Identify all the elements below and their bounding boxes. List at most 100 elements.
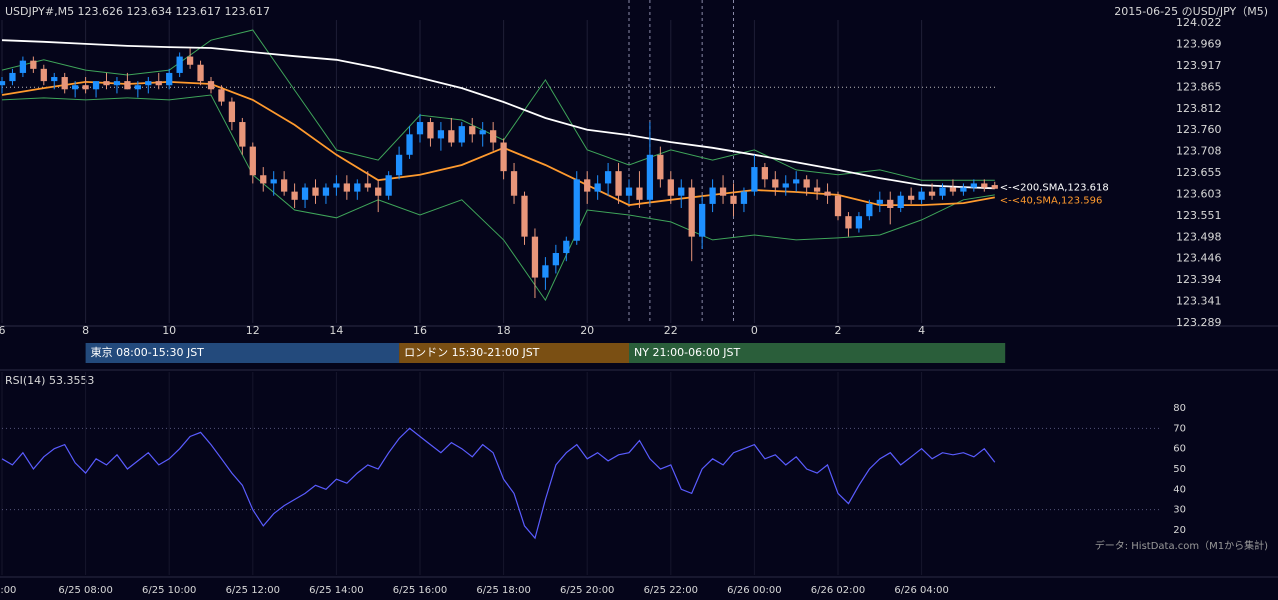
candle-body	[845, 216, 852, 229]
rsi-title: RSI(14) 53.3553	[5, 374, 94, 387]
candle-body	[678, 187, 685, 196]
x-tick-label: 14	[329, 324, 343, 337]
x-tick-label: 6/25 08:00	[58, 585, 112, 596]
candle-body	[928, 191, 936, 196]
candle-body	[834, 195, 842, 217]
candle-body	[876, 199, 883, 204]
session-bar	[399, 343, 629, 363]
candle-body	[291, 191, 298, 200]
y-tick-label: 123.551	[1176, 209, 1222, 222]
candle-body	[270, 179, 277, 184]
x-tick-label: 18	[497, 324, 511, 337]
candle-body	[406, 134, 413, 155]
x-tick-label: 22	[664, 324, 678, 337]
candle-body	[981, 183, 988, 188]
x-tick-label: 06:00	[0, 585, 16, 596]
candle-body	[563, 240, 570, 254]
x-tick-label: 6	[0, 324, 6, 337]
candle-body	[0, 81, 6, 86]
candle-body	[176, 56, 183, 73]
candle-body	[9, 72, 16, 82]
session-bar	[629, 343, 1006, 363]
indicator-line	[1, 29, 995, 181]
candle-body	[855, 216, 863, 229]
candle-body	[458, 126, 465, 143]
session-label: 東京 08:00-15:30 JST	[91, 345, 205, 359]
candle-body	[312, 187, 319, 196]
x-tick-label: 12	[246, 324, 260, 337]
candle-body	[239, 122, 246, 147]
candle-body	[61, 77, 68, 90]
candle-body	[584, 179, 591, 192]
candle-body	[322, 187, 330, 196]
candle-body	[573, 179, 580, 241]
indicator-line	[1, 39, 995, 190]
y-tick-label: 123.969	[1176, 38, 1222, 51]
y-tick-label: 123.498	[1176, 230, 1222, 243]
candle-body	[186, 56, 194, 65]
candle-body	[166, 72, 173, 86]
y-tick-label: 20	[1173, 525, 1186, 536]
x-tick-label: 6/26 00:00	[727, 585, 781, 596]
x-tick-label: 10	[162, 324, 176, 337]
candle-body	[615, 171, 622, 196]
candle-body	[134, 85, 141, 90]
session-bar	[85, 343, 400, 363]
y-tick-label: 80	[1173, 403, 1186, 414]
candle-body	[542, 265, 549, 278]
candle-body	[793, 179, 800, 184]
candle-body	[824, 191, 831, 196]
candle-body	[82, 85, 89, 90]
candle-body	[667, 179, 674, 196]
candle-body	[72, 85, 79, 90]
candle-body	[719, 187, 727, 196]
candle-body	[939, 187, 946, 196]
y-tick-label: 124.022	[1176, 16, 1222, 29]
candle-body	[636, 187, 643, 200]
x-tick-label: 6/25 20:00	[560, 585, 614, 596]
candle-body	[375, 187, 382, 196]
candle-body	[124, 81, 131, 90]
x-tick-label: 6/25 18:00	[476, 585, 530, 596]
candle-body	[803, 179, 810, 188]
y-tick-label: 50	[1173, 464, 1186, 475]
candle-body	[260, 175, 267, 184]
y-tick-label: 123.760	[1176, 123, 1222, 136]
line-label: <-<40,SMA,123.596	[1000, 195, 1103, 206]
y-tick-label: 123.394	[1176, 273, 1222, 286]
y-tick-label: 123.865	[1176, 80, 1222, 93]
candle-body	[416, 122, 424, 135]
candle-body	[594, 183, 601, 192]
y-tick-label: 30	[1173, 505, 1186, 516]
candle-body	[699, 203, 706, 237]
candle-body	[887, 199, 894, 208]
candle-body	[427, 122, 434, 139]
candle-body	[281, 179, 288, 192]
candle-body	[552, 253, 559, 266]
candle-body	[897, 195, 904, 208]
candle-body	[646, 154, 654, 200]
candle-body	[51, 77, 58, 82]
candle-body	[970, 183, 977, 188]
candle-body	[218, 89, 225, 102]
candle-body	[772, 179, 779, 188]
candle-body	[301, 187, 309, 200]
x-tick-label: 4	[918, 324, 925, 337]
candle-body	[92, 81, 100, 90]
x-tick-label: 0	[751, 324, 758, 337]
candle-body	[364, 183, 371, 188]
session-label: NY 21:00-06:00 JST	[634, 346, 741, 359]
candle-body	[657, 154, 664, 180]
y-tick-label: 123.289	[1176, 316, 1222, 329]
x-tick-label: 6/25 12:00	[226, 585, 280, 596]
chart-subtitle: 2015-06-25 のUSD/JPY（M5)	[1114, 5, 1268, 18]
y-tick-label: 123.917	[1176, 59, 1222, 72]
candle-body	[207, 81, 215, 90]
x-tick-label: 6/25 16:00	[393, 585, 447, 596]
x-tick-label: 6/25 14:00	[309, 585, 363, 596]
x-tick-label: 6/25 22:00	[644, 585, 698, 596]
y-tick-label: 123.603	[1176, 187, 1222, 200]
source-note: データ: HistData.com（M1から集計)	[1095, 539, 1268, 552]
candle-body	[113, 81, 121, 86]
